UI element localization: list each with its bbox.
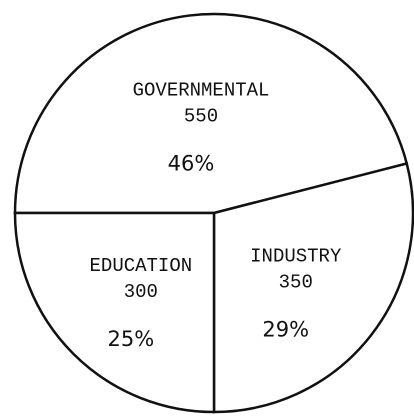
slice-percent: 46% <box>168 151 215 175</box>
slice-name: INDUSTRY <box>250 245 342 267</box>
slice-count: 350 <box>279 271 313 293</box>
pie-slice <box>13 12 409 215</box>
slice-name: EDUCATION <box>90 255 193 277</box>
slice-count: 300 <box>124 281 158 303</box>
slice-percent: 29% <box>262 317 309 341</box>
pie-slice <box>13 211 216 414</box>
slice-name: GOVERNMENTAL <box>133 79 270 101</box>
slice-count: 550 <box>184 105 218 127</box>
pie-slice <box>212 161 414 414</box>
slice-percent: 25% <box>107 327 154 351</box>
